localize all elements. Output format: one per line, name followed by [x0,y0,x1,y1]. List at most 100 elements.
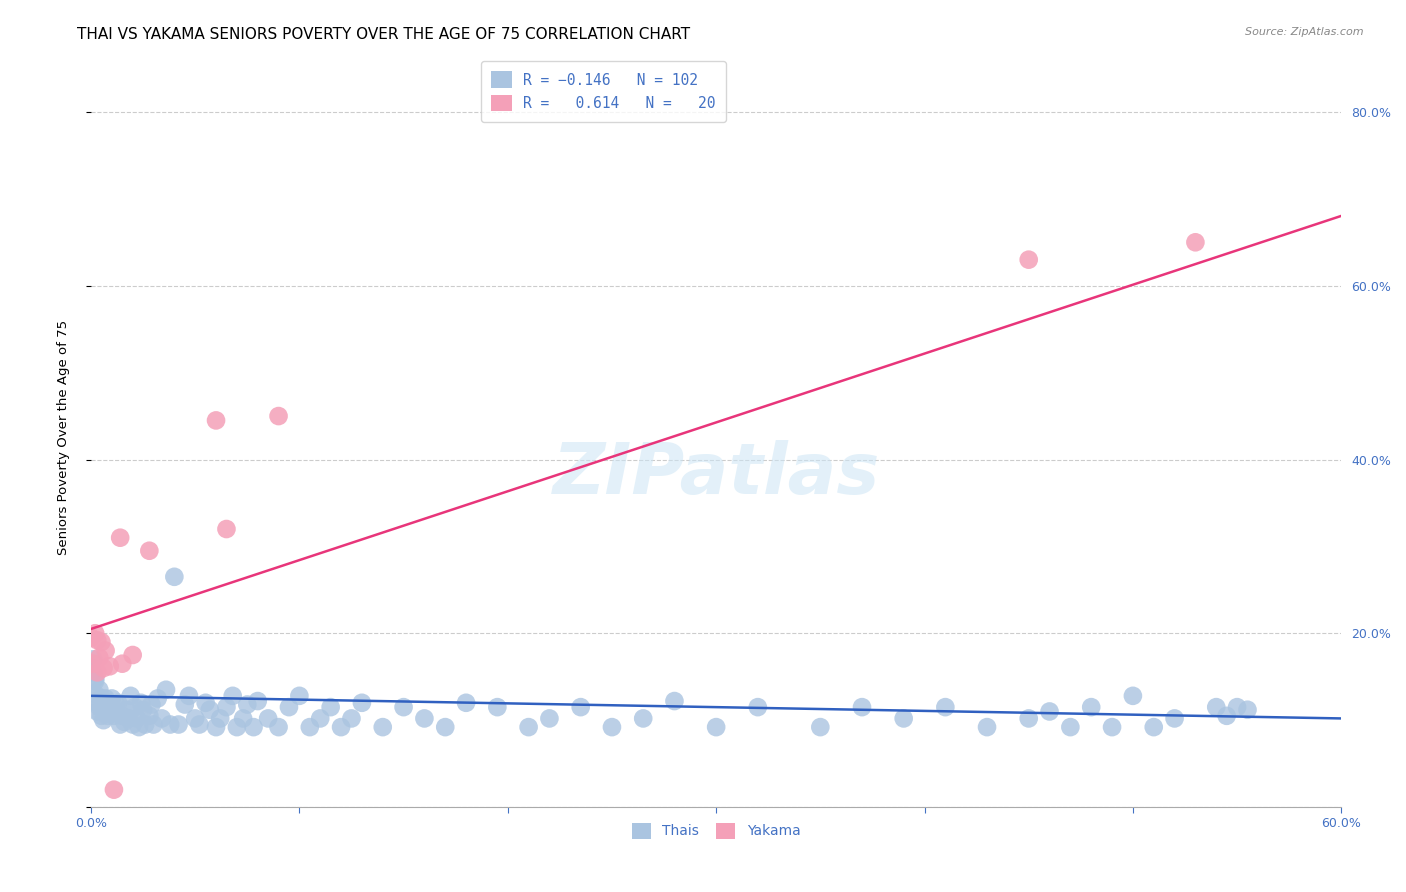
Point [90,635,112,649]
Point [111,657,134,671]
Point [163,570,186,584]
Point [103,708,125,723]
Point [98,696,121,710]
Point [94,705,117,719]
Point [129,696,152,710]
Point [107,696,129,710]
Point [236,698,259,712]
Point [121,717,143,731]
Point [242,720,264,734]
Y-axis label: Seniors Poverty Over the Age of 75: Seniors Poverty Over the Age of 75 [58,320,70,556]
Point [976,720,998,734]
Point [94,691,117,706]
Point [1163,711,1185,725]
Point [747,700,769,714]
Point [486,700,509,714]
Point [198,703,221,717]
Point [309,711,332,725]
Point [205,413,228,427]
Text: Source: ZipAtlas.com: Source: ZipAtlas.com [1246,27,1364,37]
Point [1236,703,1258,717]
Point [82,665,104,680]
Point [93,661,115,675]
Point [1018,252,1040,267]
Point [111,708,134,723]
Point [257,711,280,725]
Point [1143,720,1166,734]
Point [121,648,143,662]
Point [1101,720,1123,734]
Point [1018,711,1040,725]
Point [117,711,139,725]
Point [517,720,540,734]
Point [141,698,163,712]
Point [215,522,238,536]
Point [246,694,269,708]
Point [97,708,120,723]
Point [1226,700,1249,714]
Point [150,711,173,725]
Point [704,720,727,734]
Point [350,696,373,710]
Point [115,703,138,717]
Point [808,720,831,734]
Point [90,708,112,723]
Point [456,696,478,710]
Point [101,691,124,706]
Point [89,700,111,714]
Point [232,711,254,725]
Point [225,720,247,734]
Point [173,698,195,712]
Point [1059,720,1081,734]
Point [1184,235,1206,250]
Point [167,717,190,731]
Point [851,700,873,714]
Point [89,650,111,665]
Point [1038,705,1060,719]
Point [159,717,181,731]
Point [128,720,150,734]
Point [105,698,128,712]
Point [138,543,160,558]
Point [82,657,104,671]
Point [80,631,103,645]
Point [1205,700,1227,714]
Point [101,700,124,714]
Point [267,409,290,423]
Point [600,720,623,734]
Point [84,674,107,689]
Point [413,711,436,725]
Point [120,689,142,703]
Point [112,714,135,729]
Point [209,711,232,725]
Point [93,700,115,714]
Point [108,531,131,545]
Point [215,700,238,714]
Point [267,720,290,734]
Point [108,717,131,731]
Point [84,687,107,701]
Point [371,720,394,734]
Point [84,626,107,640]
Point [124,700,146,714]
Point [80,661,103,675]
Point [934,700,956,714]
Point [142,717,165,731]
Point [569,700,592,714]
Point [893,711,915,725]
Point [631,711,654,725]
Point [103,782,125,797]
Point [138,708,160,723]
Point [205,720,228,734]
Point [222,689,245,703]
Point [194,696,217,710]
Legend: Thais, Yakama: Thais, Yakama [627,817,806,845]
Text: THAI VS YAKAMA SENIORS POVERTY OVER THE AGE OF 75 CORRELATION CHART: THAI VS YAKAMA SENIORS POVERTY OVER THE … [77,27,690,42]
Point [86,696,108,710]
Point [298,720,321,734]
Text: ZIPatlas: ZIPatlas [553,441,880,509]
Point [90,691,112,706]
Point [1080,700,1102,714]
Point [89,682,111,697]
Point [1122,689,1144,703]
